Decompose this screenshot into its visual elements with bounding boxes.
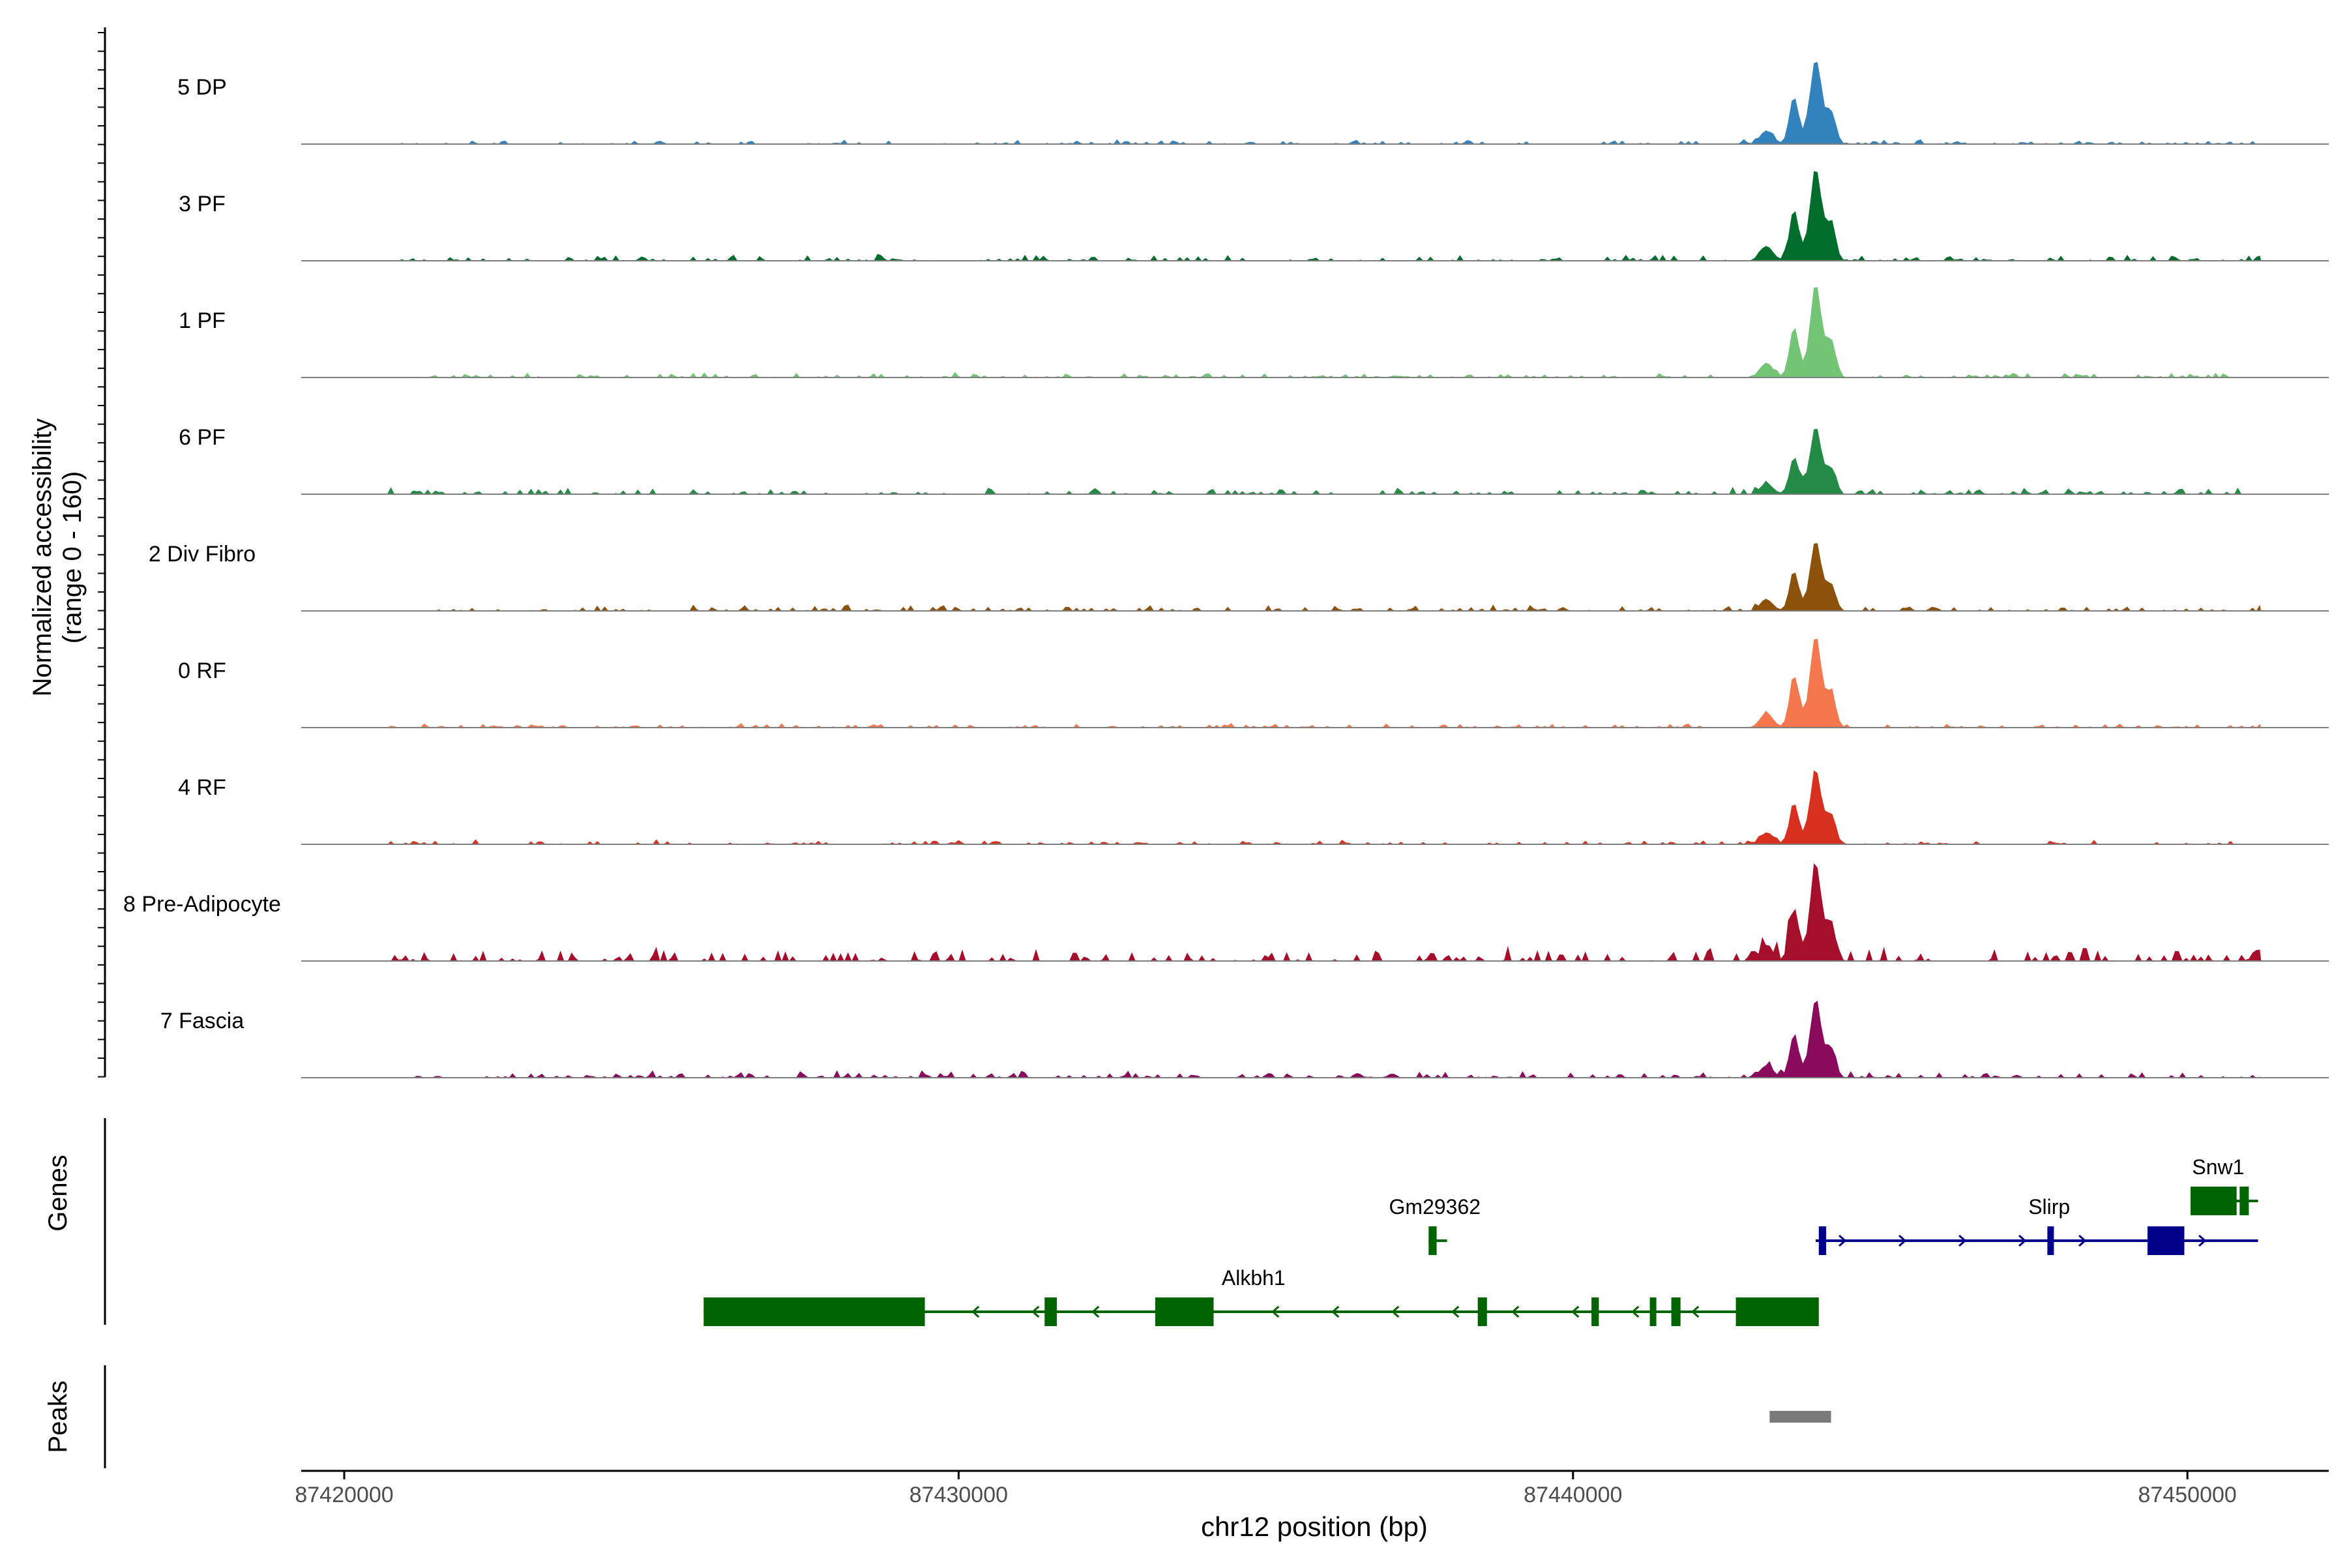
coverage-tracks: 5 DP 3 PF 1 PF 6 PF 2 Div Fibro 0 RF 4 RF 8 Pre…	[98, 27, 2329, 1078]
gene-name: Gm29362	[1389, 1195, 1481, 1219]
gene-exon	[703, 1297, 925, 1326]
y-axis	[98, 27, 106, 1078]
track-5-dp: 5 DP	[177, 62, 2329, 145]
gene-exon	[1155, 1297, 1214, 1326]
track-label: 2 Div Fibro	[149, 542, 256, 567]
strand-arrow	[1391, 1305, 1400, 1318]
track-label: 5 DP	[177, 75, 227, 100]
track-6-pf: 6 PF	[179, 425, 2329, 495]
strand-arrow	[1838, 1234, 1847, 1247]
track-2-div-fibro: 2 Div Fibro	[149, 542, 2329, 612]
track-label: 3 PF	[179, 192, 226, 216]
coverage-area	[387, 428, 2262, 494]
strand-arrow	[2078, 1234, 2087, 1247]
coverage-area	[387, 171, 2262, 261]
strand-arrow	[1571, 1305, 1580, 1318]
gene-exon	[1591, 1297, 1599, 1326]
coverage-area	[387, 770, 2262, 844]
gene-exon	[1428, 1226, 1437, 1255]
gene-exon	[1477, 1297, 1487, 1326]
gene-alkbh1: Alkbh1	[703, 1266, 1819, 1326]
coverage-area	[387, 543, 2262, 611]
genes-panel-label: Genes	[44, 1155, 72, 1232]
gene-exon	[2148, 1226, 2185, 1255]
track-0-rf: 0 RF	[178, 638, 2329, 728]
peaks-panel	[104, 1365, 1831, 1468]
strand-arrow	[1031, 1305, 1040, 1318]
track-7-fascia: 7 Fascia	[160, 1000, 2329, 1078]
track-1-pf: 1 PF	[179, 287, 2329, 378]
track-label: 0 RF	[178, 658, 226, 683]
gene-exon	[1671, 1297, 1681, 1326]
track-label: 7 Fascia	[160, 1009, 244, 1033]
peak-region	[1769, 1411, 1831, 1423]
strand-arrow	[1451, 1305, 1460, 1318]
strand-arrow	[1331, 1305, 1340, 1318]
track-3-pf: 3 PF	[179, 171, 2329, 261]
gene-name: Alkbh1	[1222, 1266, 1286, 1290]
x-tick-label: 87440000	[1524, 1483, 1622, 1507]
strand-arrow	[1691, 1305, 1700, 1318]
strand-arrow	[971, 1305, 980, 1318]
x-axis: 87420000 87430000 87440000 87450000	[295, 1470, 2329, 1507]
coverage-area	[387, 1000, 2262, 1078]
gene-exon	[2191, 1187, 2237, 1215]
y-axis-title-line1: Normalized accessibility	[28, 419, 57, 697]
x-tick-label: 87430000	[909, 1483, 1008, 1507]
track-label: 1 PF	[179, 308, 226, 333]
strand-arrow	[1958, 1234, 1967, 1247]
gene-name: Slirp	[2028, 1195, 2070, 1219]
gene-name: Snw1	[2192, 1155, 2244, 1179]
strand-arrow	[1511, 1305, 1520, 1318]
strand-arrow	[1091, 1305, 1100, 1318]
gene-exon	[2239, 1187, 2249, 1215]
strand-arrow	[1898, 1234, 1907, 1247]
gene-snw1: Snw1	[2191, 1155, 2258, 1215]
strand-arrow	[1631, 1305, 1640, 1318]
gene-exon	[1818, 1226, 1827, 1255]
x-tick-label: 87420000	[295, 1483, 393, 1507]
y-axis-title-line2: (range 0 - 160)	[58, 471, 87, 644]
peaks-panel-label: Peaks	[44, 1380, 72, 1453]
track-label: 4 RF	[178, 775, 226, 800]
track-label: 6 PF	[179, 425, 226, 450]
gene-annotation-panel: Alkbh1 Gm29362 Slirp Snw1	[104, 1118, 2258, 1326]
coverage-area	[387, 638, 2262, 728]
gene-exon	[1649, 1297, 1657, 1326]
gene-exon	[1735, 1297, 1819, 1326]
coverage-area	[387, 863, 2262, 961]
strand-arrow	[1271, 1305, 1280, 1318]
x-axis-title: chr12 position (bp)	[1201, 1511, 1428, 1542]
strand-arrow	[2198, 1234, 2207, 1247]
track-8-pre-adipocyte: 8 Pre-Adipocyte	[123, 863, 2329, 962]
coverage-area	[387, 287, 2262, 377]
gene-slirp: Slirp	[1816, 1195, 2258, 1255]
track-4-rf: 4 RF	[178, 770, 2329, 845]
gene-exon	[2047, 1226, 2054, 1255]
gene-exon	[1044, 1297, 1057, 1326]
strand-arrow	[2018, 1234, 2027, 1247]
x-tick-label: 87450000	[2138, 1483, 2237, 1507]
track-label: 8 Pre-Adipocyte	[123, 892, 281, 917]
gene-gm29362: Gm29362	[1389, 1195, 1481, 1255]
coverage-area	[387, 62, 2262, 144]
